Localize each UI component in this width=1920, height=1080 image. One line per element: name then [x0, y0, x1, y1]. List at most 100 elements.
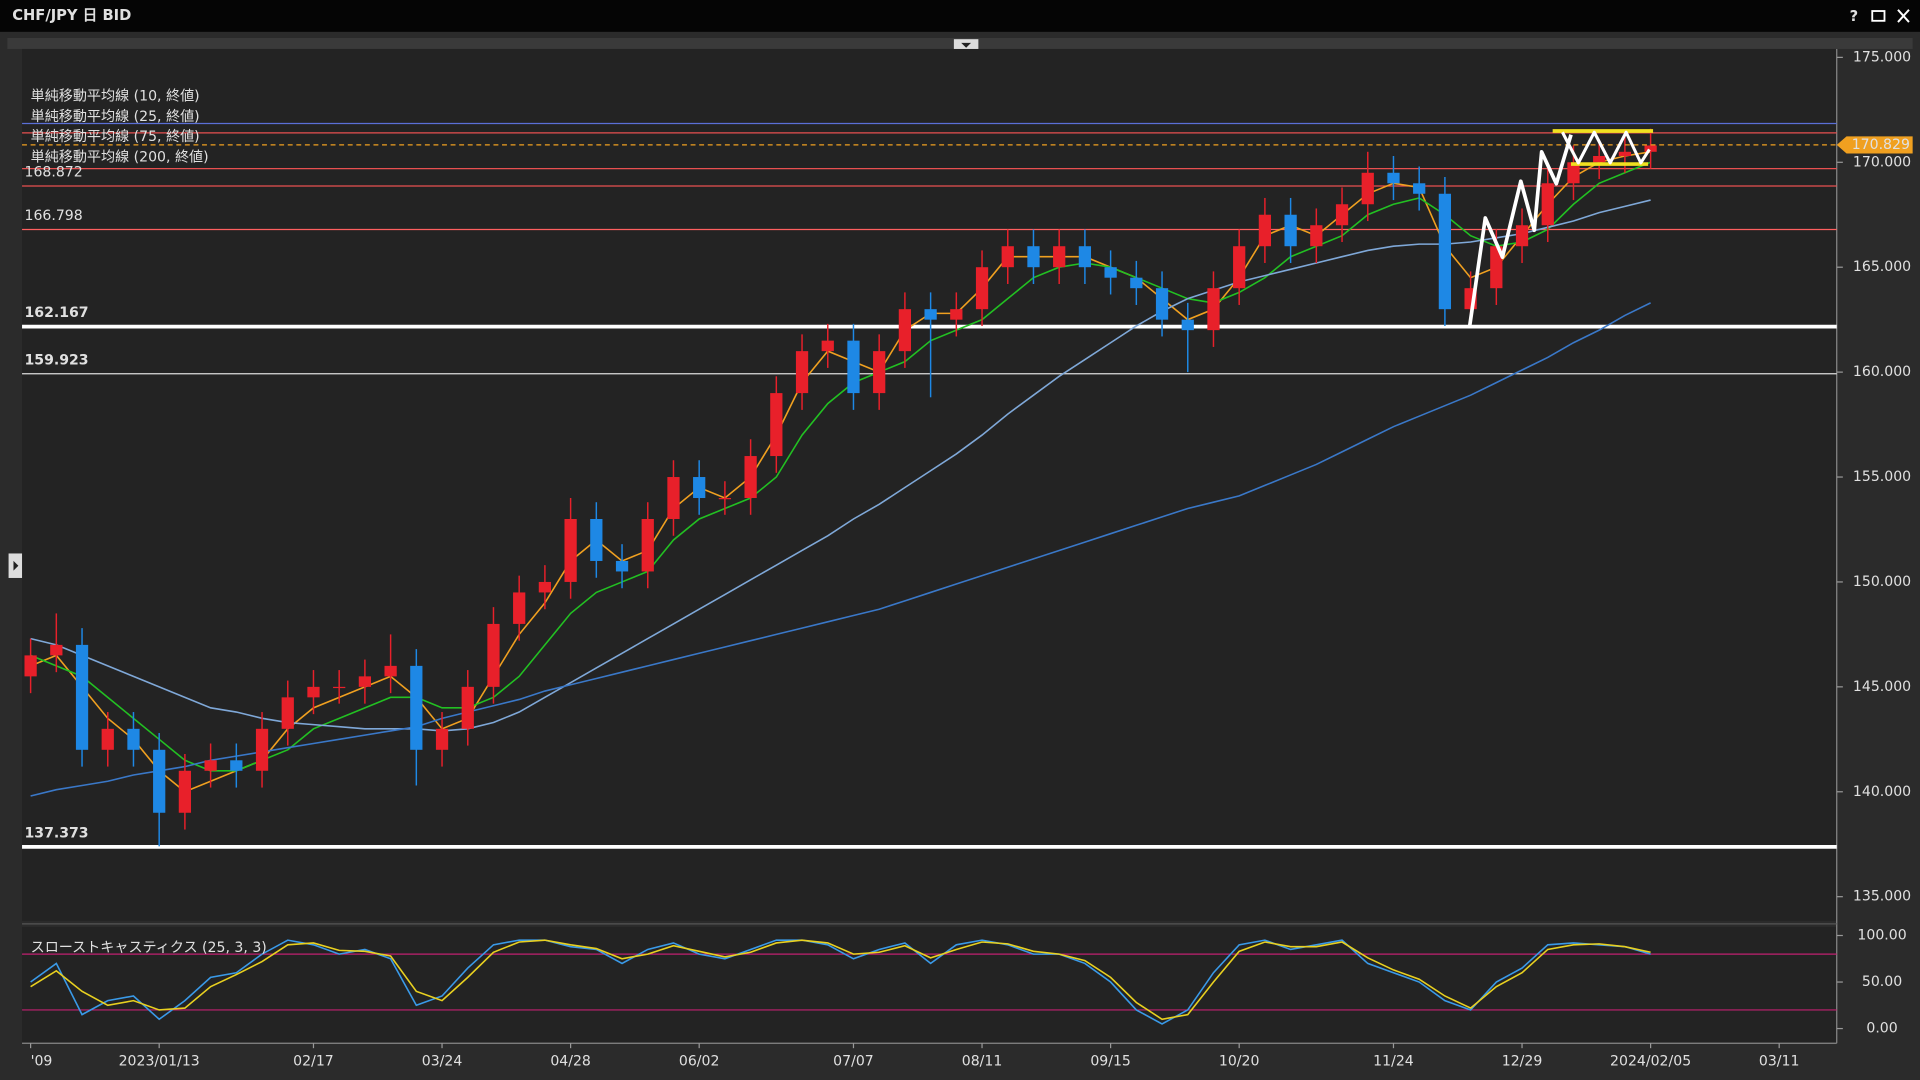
toolbar-toggle-icon	[961, 42, 972, 48]
candle-body	[1078, 246, 1092, 268]
candle-body	[1644, 145, 1657, 152]
candle-body	[1130, 277, 1143, 289]
candle-body	[50, 644, 63, 656]
y-tick-label: 160.000	[1853, 364, 1911, 380]
level-label: 168.872	[24, 164, 82, 180]
indicator-line	[30, 151, 1651, 793]
x-tick-label: 09/15	[1090, 1054, 1131, 1070]
level-label: 137.373	[24, 825, 88, 841]
candle-body	[975, 267, 989, 310]
candle-body	[1361, 172, 1374, 205]
indicator-line	[30, 939, 1651, 1021]
candle-body	[1001, 246, 1014, 268]
candle-body	[1387, 172, 1400, 184]
candle-body	[641, 518, 654, 572]
indicator-line	[30, 939, 1651, 1025]
candle-body	[770, 393, 783, 457]
candle-body	[358, 676, 372, 687]
title-bar	[0, 0, 1920, 32]
candle-body	[873, 351, 886, 394]
y-tick-label: 175.000	[1853, 49, 1911, 65]
y-tick-label: 0.00	[1866, 1021, 1897, 1037]
candle-body	[615, 560, 629, 572]
candle-body	[1618, 151, 1632, 156]
candle-body	[307, 686, 320, 698]
candle-body	[693, 477, 706, 499]
y-tick-label: 155.000	[1853, 469, 1911, 485]
help-button[interactable]: ?	[1850, 8, 1859, 25]
indicator-line	[30, 302, 1651, 797]
candle-body	[333, 686, 346, 689]
candle-body	[1541, 183, 1554, 226]
candle-body	[1413, 183, 1426, 194]
y-tick-label: 170.000	[1853, 154, 1911, 170]
x-tick-label: 2023/01/13	[119, 1054, 200, 1070]
x-tick-label: 02/17	[293, 1054, 334, 1070]
x-tick-label: 12/29	[1502, 1054, 1543, 1070]
candle-body	[718, 498, 732, 500]
level-label: 162.167	[24, 305, 88, 321]
candle-body	[1053, 246, 1066, 268]
last-price-label: 170.829	[1852, 137, 1910, 153]
indicator-line	[30, 161, 1651, 772]
candle-body	[1258, 214, 1272, 247]
y-tick-label: 135.000	[1853, 889, 1911, 905]
candle-body	[461, 686, 474, 729]
x-tick-label: 04/28	[550, 1054, 591, 1070]
candle-body	[1207, 288, 1220, 331]
candle-body	[590, 518, 603, 561]
candle-body	[384, 665, 397, 677]
y-tick-label: 140.000	[1853, 784, 1911, 800]
x-tick-label: 2024/02/05	[1610, 1054, 1691, 1070]
candle-body	[513, 592, 526, 624]
candle-body	[153, 749, 166, 813]
candle-body	[1233, 246, 1246, 289]
last-price-tag	[1836, 136, 1913, 154]
y-tick-label: 100.00	[1857, 928, 1906, 944]
level-label: 166.798	[24, 208, 82, 224]
candle-body	[1593, 155, 1606, 163]
side-panel-toggle-icon	[13, 560, 19, 571]
candle-body	[281, 697, 294, 729]
maximize-button[interactable]	[1871, 10, 1886, 22]
candle-body	[1490, 246, 1503, 289]
candle-body	[667, 477, 680, 519]
indicator-title: スローストキャスティクス (25, 3, 3)	[31, 940, 267, 956]
candle-body	[255, 728, 269, 771]
candle-body	[1567, 162, 1580, 184]
candle-body	[101, 728, 114, 750]
candle-body	[1104, 267, 1117, 278]
candle-body	[75, 644, 89, 750]
y-tick-label: 165.000	[1853, 259, 1911, 275]
candle-body	[821, 340, 834, 352]
candle-body	[538, 581, 552, 593]
candle-body	[744, 456, 757, 499]
candle-body	[898, 309, 912, 352]
candle-body	[950, 309, 963, 320]
candle-body	[795, 351, 809, 394]
candle-body	[127, 728, 140, 750]
x-tick-label: 08/11	[962, 1054, 1003, 1070]
candle-body	[847, 340, 860, 394]
legend-entry: 単純移動平均線 (25, 終値)	[31, 109, 200, 125]
x-tick-label: 11/24	[1373, 1054, 1414, 1070]
x-tick-label: 06/02	[679, 1054, 720, 1070]
plot-layer: 135.000 140.000 145.000 150.000 155.000 160.0…	[22, 49, 1913, 1070]
close-button[interactable]	[1897, 9, 1910, 23]
candle-body	[24, 655, 37, 677]
y-tick-label: 50.00	[1862, 974, 1902, 990]
x-tick-label: 07/07	[833, 1054, 874, 1070]
candle-body	[1284, 214, 1297, 247]
candle-body	[1310, 225, 1323, 247]
legend-entry: 単純移動平均線 (10, 終値)	[31, 89, 200, 105]
x-tick-label: 03/24	[422, 1054, 463, 1070]
candle-body	[410, 665, 423, 750]
window-title: CHF/JPY 日 BID	[12, 7, 131, 24]
drawn-annotation	[1467, 129, 1654, 329]
candle-body	[1027, 246, 1040, 268]
candle-body	[1335, 204, 1349, 226]
main-plot-area	[22, 48, 1837, 921]
x-tick-label: 03/11	[1759, 1054, 1800, 1070]
